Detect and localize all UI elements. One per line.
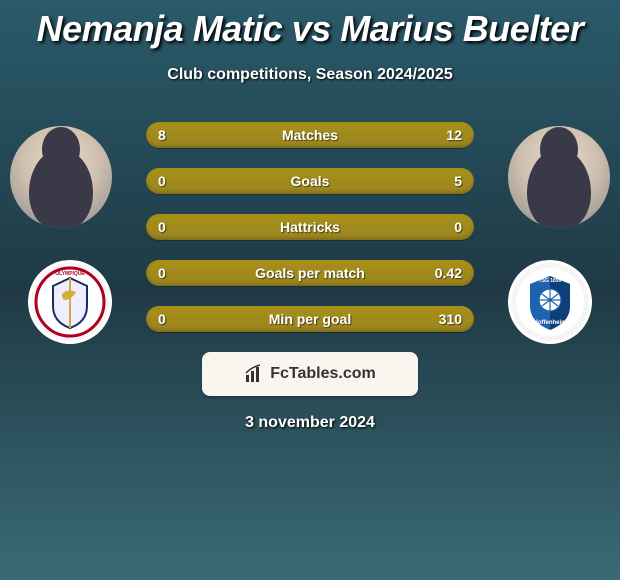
- stat-label: Goals: [146, 173, 474, 189]
- date-line: 3 november 2024: [0, 414, 620, 432]
- stat-bar: 0Min per goal310: [146, 306, 474, 332]
- stat-label: Hattricks: [146, 219, 474, 235]
- stat-bar: 8Matches12: [146, 122, 474, 148]
- stat-bar: 0Goals per match0.42: [146, 260, 474, 286]
- stat-label: Matches: [146, 127, 474, 143]
- page-title: Nemanja Matic vs Marius Buelter: [0, 0, 620, 50]
- stat-bar: 0Hattricks0: [146, 214, 474, 240]
- footer-source-card: FcTables.com: [202, 352, 418, 396]
- stat-row: 8Matches12: [0, 122, 620, 148]
- page-subtitle: Club competitions, Season 2024/2025: [0, 66, 620, 84]
- stat-row: 0Goals5: [0, 168, 620, 194]
- bar-chart-icon: [244, 363, 266, 385]
- stat-label: Min per goal: [146, 311, 474, 327]
- stat-row: 0Min per goal310: [0, 306, 620, 332]
- stats-area: 8Matches12 0Goals5 0Hattricks0 0Goals per m…: [0, 122, 620, 332]
- footer-source-text: FcTables.com: [270, 365, 376, 383]
- stat-label: Goals per match: [146, 265, 474, 281]
- stat-bar: 0Goals5: [146, 168, 474, 194]
- stat-row: 0Goals per match0.42: [0, 260, 620, 286]
- stat-row: 0Hattricks0: [0, 214, 620, 240]
